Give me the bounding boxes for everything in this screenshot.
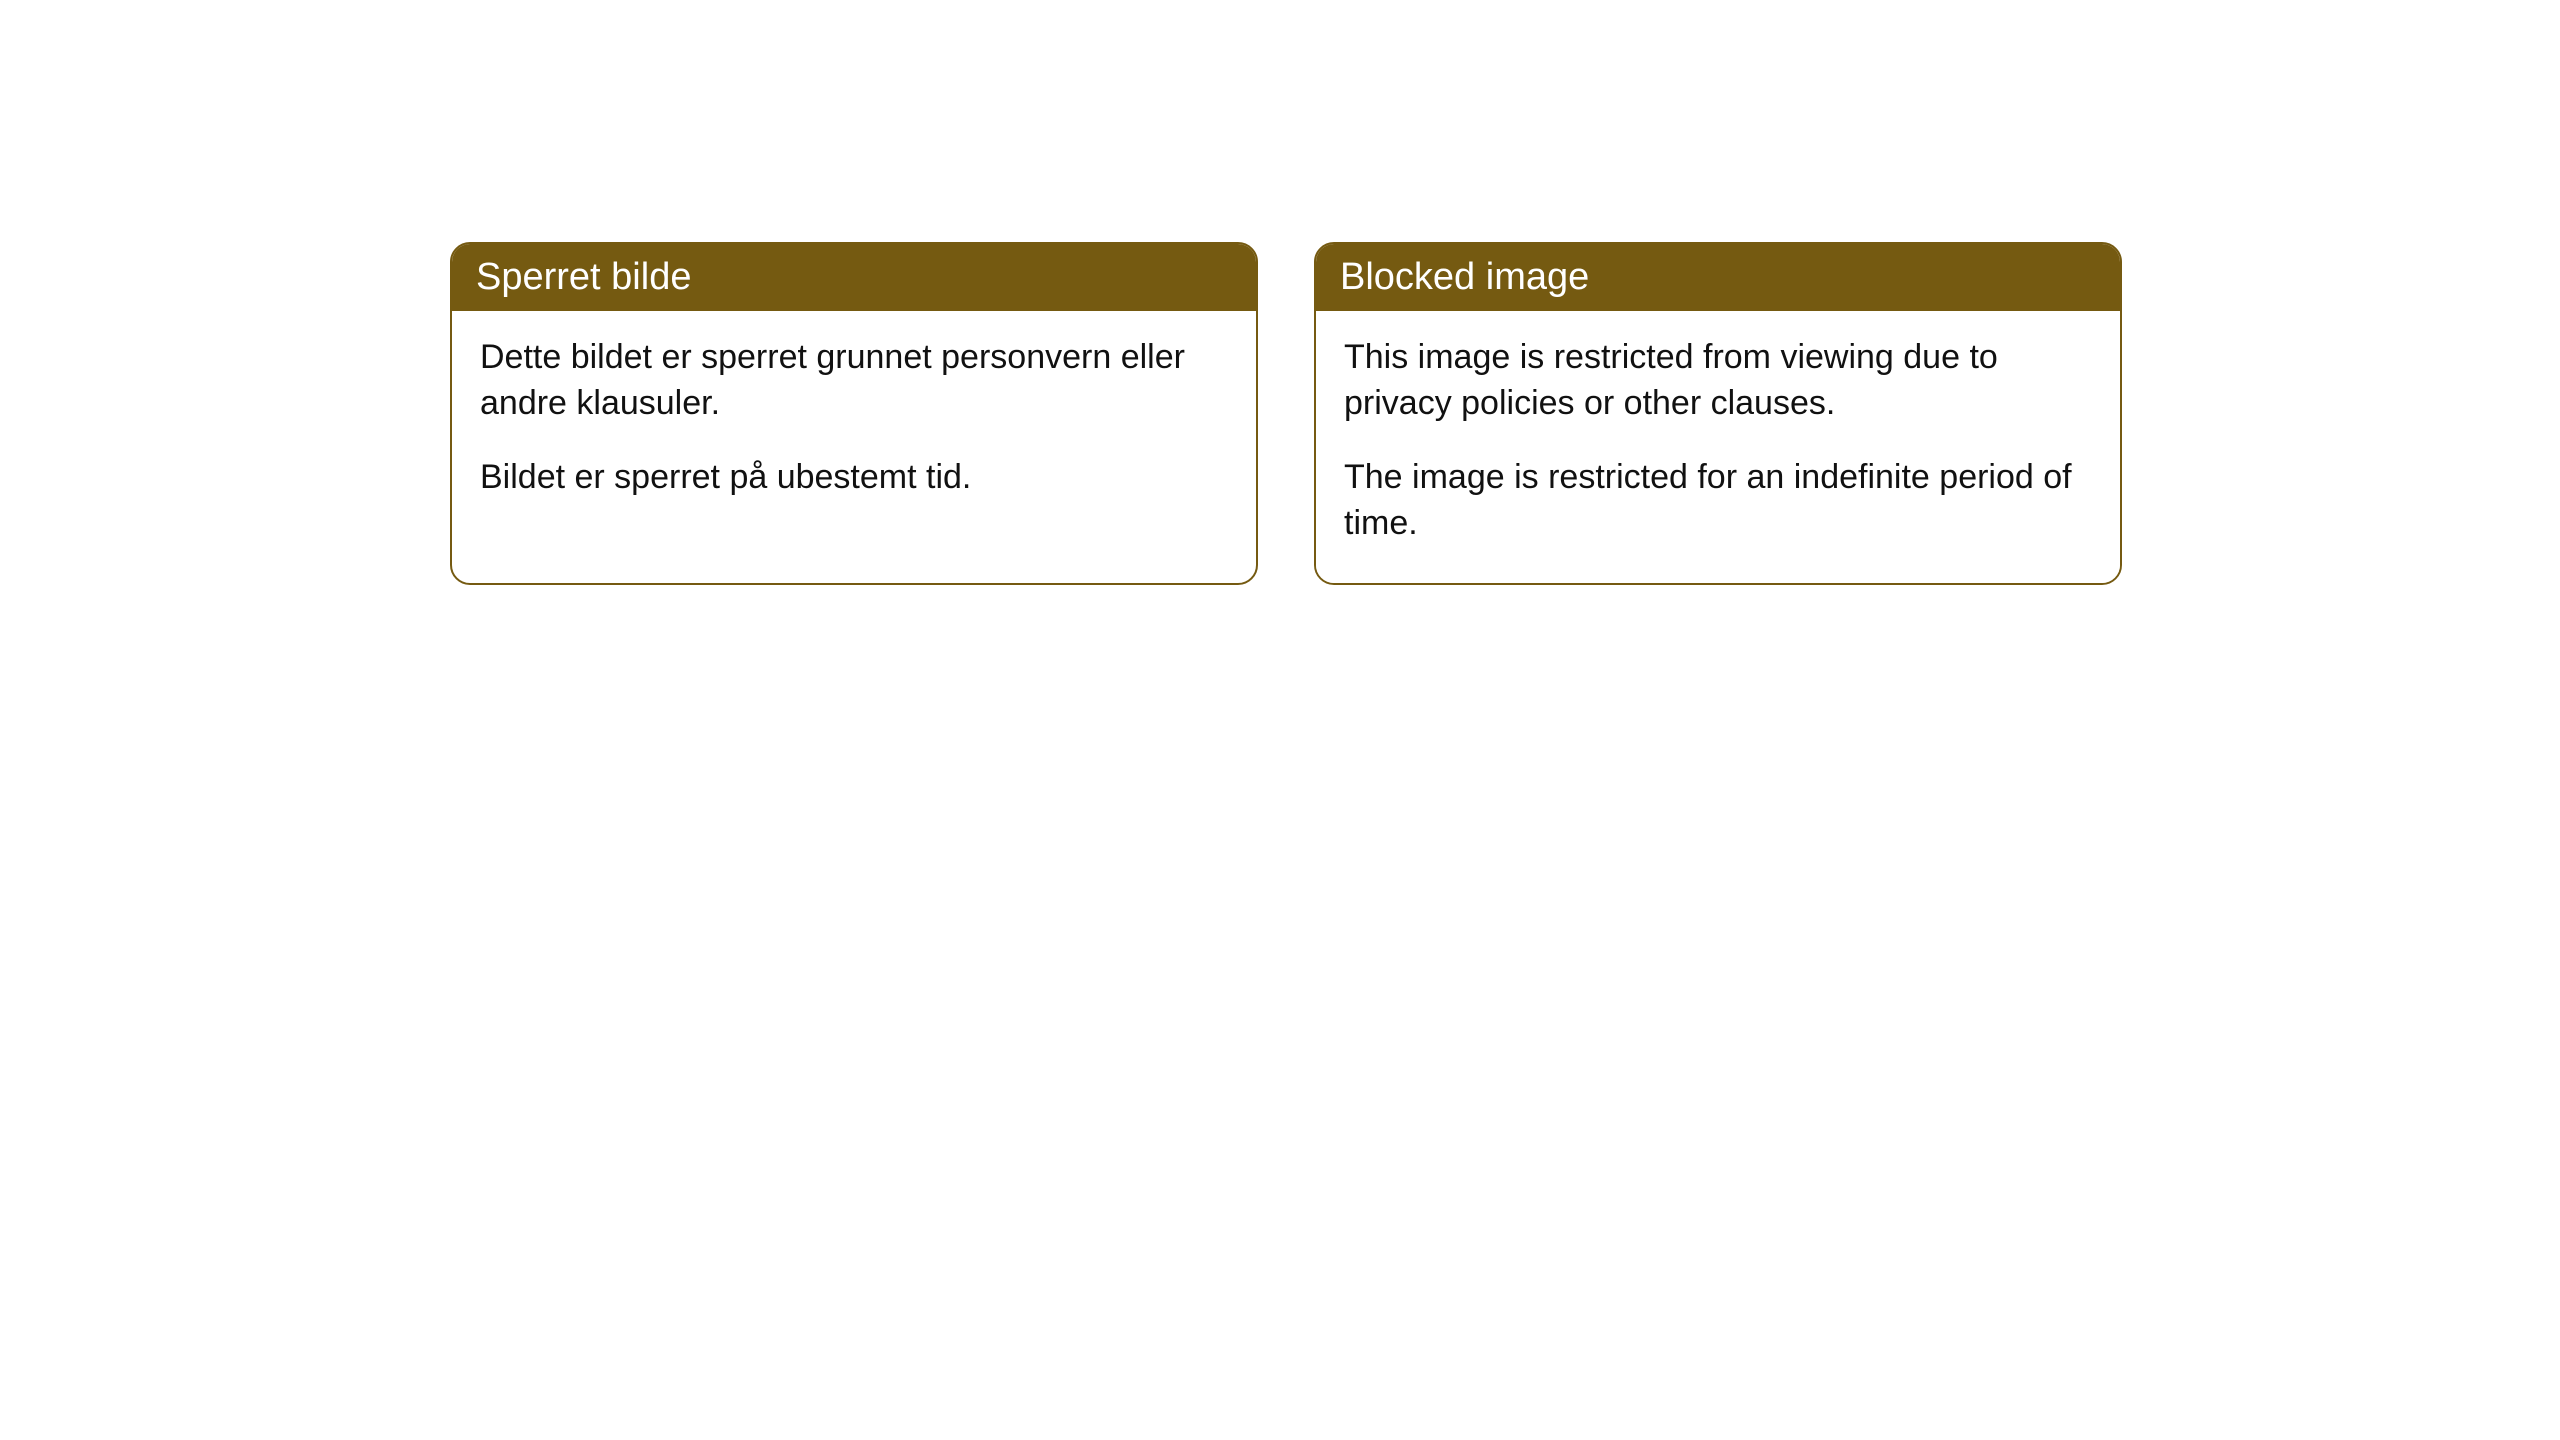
card-title-right: Blocked image <box>1340 256 1589 298</box>
blocked-image-card-norwegian: Sperret bilde Dette bildet er sperret gr… <box>450 242 1258 585</box>
notice-container: Sperret bilde Dette bildet er sperret gr… <box>450 242 2122 585</box>
card-paragraph-right-1: This image is restricted from viewing du… <box>1344 335 2092 427</box>
card-paragraph-right-2: The image is restricted for an indefinit… <box>1344 455 2092 547</box>
card-body-right: This image is restricted from viewing du… <box>1316 311 2120 583</box>
card-header-left: Sperret bilde <box>452 244 1256 311</box>
blocked-image-card-english: Blocked image This image is restricted f… <box>1314 242 2122 585</box>
card-paragraph-left-2: Bildet er sperret på ubestemt tid. <box>480 455 1228 501</box>
card-header-right: Blocked image <box>1316 244 2120 311</box>
card-title-left: Sperret bilde <box>476 256 691 298</box>
card-body-left: Dette bildet er sperret grunnet personve… <box>452 311 1256 537</box>
card-paragraph-left-1: Dette bildet er sperret grunnet personve… <box>480 335 1228 427</box>
